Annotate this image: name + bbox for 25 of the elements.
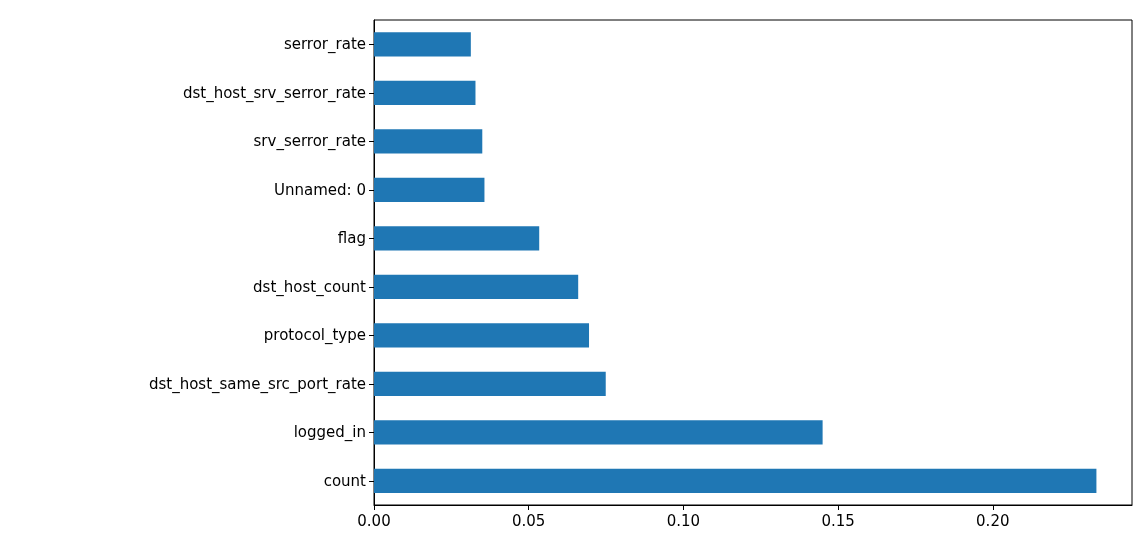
y-tick-label: logged_in bbox=[293, 423, 366, 443]
x-tick-label: 0.20 bbox=[976, 511, 1010, 530]
bar bbox=[374, 129, 483, 154]
y-tick-label: dst_host_count bbox=[253, 277, 367, 297]
y-tick-label: flag bbox=[337, 229, 366, 248]
y-tick-label: Unnamed: 0 bbox=[274, 180, 366, 199]
y-tick-label: srv_serror_rate bbox=[253, 132, 366, 152]
bar bbox=[374, 420, 823, 445]
y-tick-label: count bbox=[323, 471, 367, 490]
bar bbox=[374, 80, 476, 105]
y-tick-label: protocol_type bbox=[263, 326, 366, 346]
y-tick-label: serror_rate bbox=[283, 35, 366, 55]
x-tick-label: 0.10 bbox=[666, 511, 701, 530]
x-tick-label: 0.00 bbox=[357, 511, 391, 530]
bar bbox=[374, 371, 606, 396]
x-tick-label: 0.05 bbox=[511, 511, 546, 530]
y-tick-label: dst_host_srv_serror_rate bbox=[182, 83, 366, 103]
bar bbox=[374, 177, 485, 202]
x-tick-label: 0.15 bbox=[821, 511, 855, 530]
y-tick-label: dst_host_same_src_port_rate bbox=[148, 374, 366, 394]
bar bbox=[374, 32, 471, 57]
bar bbox=[374, 323, 590, 348]
bar bbox=[374, 468, 1097, 493]
bar bbox=[374, 274, 579, 299]
bar bbox=[374, 226, 540, 251]
